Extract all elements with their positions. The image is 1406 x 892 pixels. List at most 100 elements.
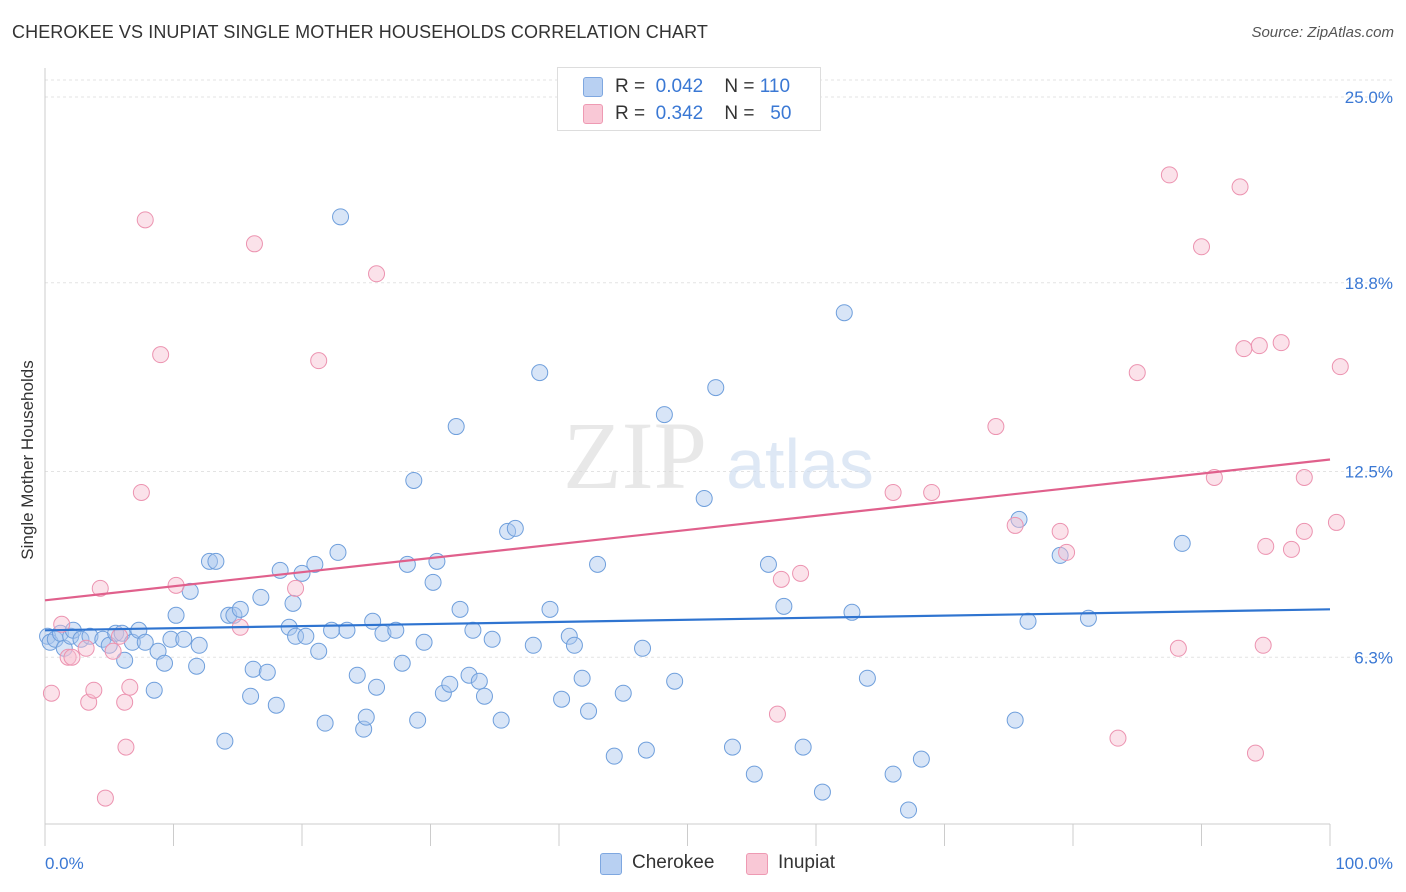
watermark-atlas: atlas (726, 425, 874, 503)
tick-labels: 6.3% 12.5% 18.8% 25.0% 0.0% 100.0% (45, 88, 1393, 873)
cherokee-point (589, 555, 607, 573)
cherokee-swatch (583, 77, 603, 97)
inupiat-point (63, 648, 81, 666)
cherokee-point (524, 636, 542, 654)
x-tick-label: 0.0% (45, 854, 84, 873)
inupiat-legend-swatch (746, 853, 768, 875)
cherokee-point (258, 663, 276, 681)
cherokee-point (297, 627, 315, 645)
inupiat-point (77, 639, 95, 657)
inupiat-point (121, 678, 139, 696)
inupiat-point (53, 615, 71, 633)
inupiat-point (1128, 364, 1146, 382)
cherokee-point (441, 675, 459, 693)
inupiat-point (987, 418, 1005, 436)
cherokee-point (745, 765, 763, 783)
cherokee-point (506, 519, 524, 537)
cherokee-trend-line (44, 608, 1331, 632)
cherokee-point (387, 621, 405, 639)
cherokee-point (415, 633, 433, 651)
cherokee-point (884, 765, 902, 783)
trend-lines (44, 458, 1331, 632)
cherokee-point (357, 708, 375, 726)
cherokee-point (451, 600, 469, 618)
y-tick-label: 18.8% (1345, 274, 1393, 293)
cherokee-point (541, 600, 559, 618)
chart-title: CHEROKEE VS INUPIAT SINGLE MOTHER HOUSEH… (12, 22, 708, 42)
cherokee-point (405, 471, 423, 489)
inupiat-point (368, 265, 386, 283)
cherokee-point (475, 687, 493, 705)
cherokee-point (912, 750, 930, 768)
inupiat-point (772, 570, 790, 588)
cherokee-point (775, 597, 793, 615)
cherokee-point (531, 364, 549, 382)
cherokee-point (553, 690, 571, 708)
inupiat-point (245, 235, 263, 253)
inupiat-point (136, 211, 154, 229)
inupiat-point (1193, 238, 1210, 256)
cherokee-point (175, 630, 193, 648)
cherokee-point (136, 633, 154, 651)
cherokee-point (231, 600, 249, 618)
cherokee-point (393, 654, 411, 672)
cherokee-point (492, 711, 510, 729)
cherokee-point (200, 552, 218, 570)
cherokee-point (813, 783, 831, 801)
inupiat-point (1295, 522, 1313, 540)
cherokee-point (1006, 711, 1024, 729)
gridlines (45, 79, 1393, 658)
inupiat-point (116, 693, 134, 711)
inupiat-stats: R = 0.342 N = 50 (615, 103, 792, 124)
inupiat-swatch (583, 104, 603, 124)
cherokee-point (614, 684, 632, 702)
inupiat-point (1051, 522, 1069, 540)
inupiat-point (1058, 543, 1076, 561)
inupiat-point (85, 681, 103, 699)
cherokee-legend-label: Cherokee (632, 852, 715, 873)
cherokee-point (368, 678, 386, 696)
cherokee-point (329, 543, 347, 561)
cherokee-point (207, 552, 225, 570)
cherokee-point (188, 657, 206, 675)
inupiat-point (1235, 340, 1253, 358)
cherokee-point (348, 666, 366, 684)
cherokee-point (284, 594, 302, 612)
cherokee-point (560, 627, 578, 645)
data-points (39, 166, 1349, 819)
correlation-legend: R = 0.042 N = 110 R = 0.342 N = 50 (557, 67, 821, 131)
inupiat-point (1272, 334, 1290, 352)
cherokee-point (759, 555, 777, 573)
cherokee-point (424, 573, 442, 591)
cherokee-point (434, 684, 452, 702)
cherokee-point (116, 651, 134, 669)
watermark: ZIP atlas (563, 402, 874, 509)
inupiat-point (310, 352, 328, 370)
cherokee-point (573, 669, 591, 687)
cherokee-point (267, 696, 285, 714)
cherokee-point (695, 489, 713, 507)
cherokee-point (156, 654, 174, 672)
cherokee-point (252, 588, 270, 606)
inupiat-point (1327, 513, 1345, 531)
inupiat-point (96, 789, 114, 807)
inupiat-point (1254, 636, 1272, 654)
inupiat-point (152, 346, 170, 364)
inupiat-point (923, 483, 941, 501)
inupiat-point (117, 738, 135, 756)
cherokee-point (447, 418, 465, 436)
inupiat-point (132, 483, 150, 501)
cherokee-point (464, 621, 482, 639)
y-tick-label: 12.5% (1345, 463, 1393, 482)
inupiat-point (1160, 166, 1178, 184)
inupiat-point (1246, 744, 1264, 762)
cherokee-point (580, 702, 598, 720)
cherokee-point (565, 636, 583, 654)
inupiat-point (111, 627, 129, 645)
cherokee-legend-swatch (600, 853, 622, 875)
cherokee-point (306, 555, 324, 573)
cherokee-point (707, 379, 725, 397)
cherokee-point (316, 714, 334, 732)
inupiat-point (287, 579, 305, 597)
